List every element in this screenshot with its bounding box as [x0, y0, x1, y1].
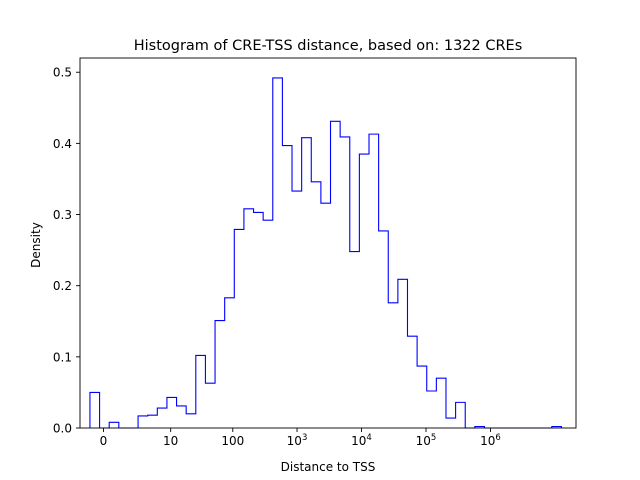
x-tick-label: 104: [351, 433, 372, 448]
y-tick-label: 0.0: [53, 422, 72, 436]
x-tick-label: 105: [416, 433, 437, 448]
x-tick-label: 100: [221, 434, 244, 448]
x-tick-label: 0: [100, 434, 108, 448]
y-tick-label: 0.4: [53, 137, 72, 151]
axes-frame: [79, 57, 577, 429]
y-axis-label: Density: [29, 222, 43, 268]
chart-title: Histogram of CRE-TSS distance, based on:…: [134, 38, 523, 54]
y-tick-label: 0.3: [53, 208, 72, 222]
plot-area: [79, 57, 577, 429]
x-axis-label: Distance to TSS: [281, 460, 376, 474]
y-tick-label: 0.2: [53, 279, 72, 293]
y-tick-label: 0.1: [53, 350, 72, 364]
x-tick-label: 106: [480, 433, 501, 448]
y-axis-ticks: 0.0 0.1 0.2 0.3 0.4 0.5: [53, 66, 80, 436]
y-tick-label: 0.5: [53, 66, 72, 80]
histogram-step-line: [89, 77, 562, 429]
x-axis-ticks: 0 10 100 103 104 105 106: [100, 428, 501, 448]
x-tick-label: 103: [287, 433, 308, 448]
x-tick-label: 10: [163, 434, 178, 448]
